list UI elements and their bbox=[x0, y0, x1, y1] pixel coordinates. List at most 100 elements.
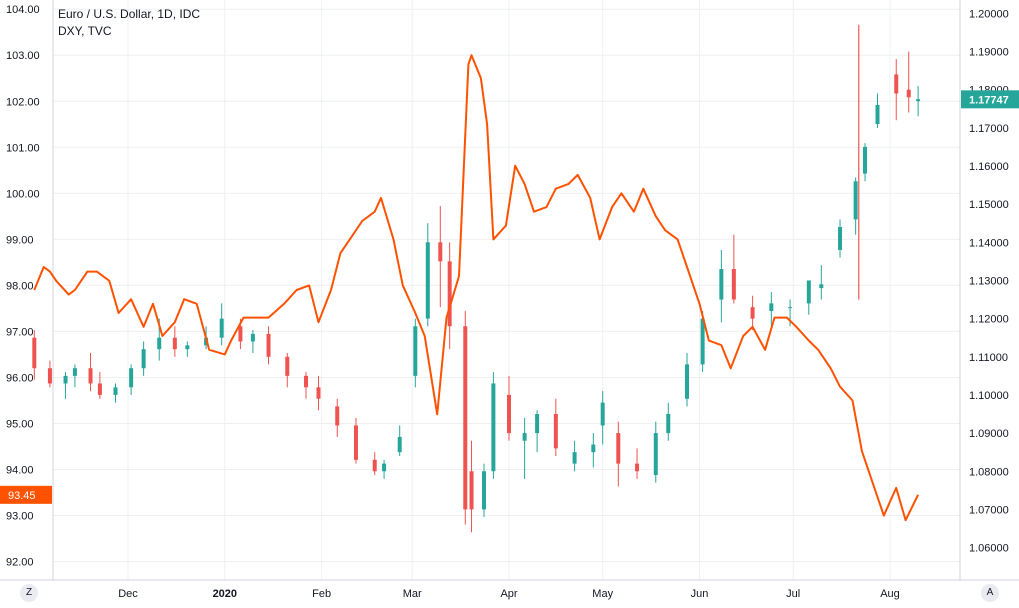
right-axis-tick-label: 1.08000 bbox=[969, 466, 1009, 478]
left-price-axis[interactable]: 104.00 103.00 102.00 101.00 100.00 99.00 98.00… bbox=[6, 4, 40, 568]
candle-body bbox=[438, 242, 443, 262]
candle-body bbox=[382, 463, 387, 472]
candle-body bbox=[113, 387, 118, 395]
candle-body bbox=[266, 333, 271, 357]
candle-body bbox=[47, 368, 52, 384]
right-axis-tick-label: 1.07000 bbox=[969, 504, 1009, 516]
candle-body bbox=[906, 89, 911, 98]
left-axis-tick-label: 102.00 bbox=[6, 96, 40, 108]
candle-body bbox=[397, 436, 402, 453]
candle-body bbox=[522, 433, 527, 441]
left-axis-tick-label: 97.00 bbox=[6, 326, 34, 338]
candle-body bbox=[285, 356, 290, 376]
candle-body bbox=[141, 349, 146, 369]
candle-body bbox=[894, 74, 899, 94]
time-axis-tick-label: Jun bbox=[691, 588, 709, 600]
left-axis-tick-label: 100.00 bbox=[6, 188, 40, 200]
left-axis-tick-label: 104.00 bbox=[6, 4, 40, 16]
right-axis-tick-label: 1.20000 bbox=[969, 8, 1009, 20]
time-axis-tick-label: Aug bbox=[880, 588, 900, 600]
candle-body bbox=[129, 368, 134, 388]
candle-body bbox=[788, 307, 793, 309]
legend-subtitle: DXY, TVC bbox=[58, 24, 112, 38]
right-axis-tick-label: 1.13000 bbox=[969, 275, 1009, 287]
dxy-line-series bbox=[33, 54, 919, 522]
right-axis-tick-label: 1.09000 bbox=[969, 428, 1009, 440]
left-axis-tick-label: 103.00 bbox=[6, 50, 40, 62]
candle-body bbox=[819, 284, 824, 289]
right-axis-tick-label: 1.19000 bbox=[969, 47, 1009, 59]
dxy-last-value-text: 93.45 bbox=[8, 490, 36, 502]
candle-body bbox=[353, 425, 358, 460]
candle-body bbox=[916, 99, 921, 102]
candle-body bbox=[853, 181, 858, 220]
candle-body bbox=[719, 269, 724, 300]
candle-body bbox=[250, 333, 255, 342]
candle-body bbox=[316, 387, 321, 399]
candle-body bbox=[491, 383, 496, 472]
time-axis-tick-label: Feb bbox=[312, 588, 331, 600]
candle-body bbox=[97, 383, 102, 395]
candle-body bbox=[335, 406, 340, 426]
right-price-axis[interactable]: 1.200001.190001.180001.170001.160001.150… bbox=[969, 8, 1009, 554]
candle-body bbox=[425, 242, 430, 319]
time-axis-tick-label: 2020 bbox=[213, 588, 237, 600]
left-axis-tick-label: 94.00 bbox=[6, 465, 34, 477]
right-axis-tick-label: 1.16000 bbox=[969, 161, 1009, 173]
left-axis-tick-label: 96.00 bbox=[6, 372, 34, 384]
candle-body bbox=[469, 471, 474, 510]
left-axis-tick-label: 98.00 bbox=[6, 280, 34, 292]
candle-body bbox=[304, 375, 309, 388]
candle-body bbox=[72, 368, 77, 376]
candle-body bbox=[635, 463, 640, 472]
candle-body bbox=[875, 104, 880, 125]
eurusd-candlestick-series bbox=[32, 51, 921, 533]
candle-body bbox=[219, 318, 224, 338]
candle-body bbox=[172, 337, 177, 350]
candle-body bbox=[482, 471, 487, 510]
dxy-line bbox=[33, 54, 919, 522]
right-axis-tick-label: 1.15000 bbox=[969, 199, 1009, 211]
candle-body bbox=[700, 318, 705, 365]
time-axis-tick-label: Mar bbox=[403, 588, 422, 600]
candle-body bbox=[838, 227, 843, 250]
candle-body bbox=[750, 307, 755, 319]
scale-z-button[interactable]: Z bbox=[20, 584, 38, 602]
candle-body bbox=[591, 444, 596, 453]
right-axis-tick-label: 1.12000 bbox=[969, 314, 1009, 326]
time-axis-tick-label: Jul bbox=[786, 588, 800, 600]
candle-body bbox=[507, 394, 511, 434]
grid-lines bbox=[0, 0, 1019, 581]
candle-body bbox=[372, 459, 377, 472]
candle-body bbox=[863, 146, 868, 174]
candle-body bbox=[685, 364, 690, 399]
eurusd-last-value-badge bbox=[961, 90, 1019, 109]
candle-body bbox=[806, 280, 811, 304]
right-axis-tick-label: 1.06000 bbox=[969, 543, 1009, 555]
eurusd-last-value-text: 1.17747 bbox=[969, 94, 1009, 106]
left-axis-tick-label: 95.00 bbox=[6, 418, 34, 430]
candle-body bbox=[88, 368, 93, 384]
time-axis[interactable]: Dec 2020 Feb Mar Apr May Jun Jul Aug bbox=[118, 588, 900, 600]
candle-body bbox=[616, 433, 621, 464]
candle-body bbox=[185, 345, 190, 350]
candle-body bbox=[238, 326, 243, 342]
candle-body bbox=[769, 303, 774, 311]
left-axis-tick-label: 92.00 bbox=[6, 557, 34, 569]
candle-body bbox=[63, 375, 68, 384]
right-axis-tick-label: 1.11000 bbox=[969, 352, 1008, 364]
time-axis-tick-label: Apr bbox=[500, 588, 517, 600]
scale-auto-button[interactable]: A bbox=[981, 584, 999, 602]
time-axis-tick-label: Dec bbox=[118, 588, 138, 600]
candle-body bbox=[157, 337, 162, 350]
candle-body bbox=[32, 337, 37, 369]
candle-body bbox=[731, 269, 736, 300]
candle-body bbox=[553, 414, 558, 449]
right-axis-tick-label: 1.17000 bbox=[969, 123, 1009, 135]
left-axis-tick-label: 99.00 bbox=[6, 234, 34, 246]
candle-body bbox=[447, 261, 452, 327]
chart-legend: Euro / U.S. Dollar, 1D, IDC DXY, TVC bbox=[58, 6, 200, 40]
right-axis-tick-label: 1.10000 bbox=[969, 390, 1009, 402]
left-axis-tick-label: 101.00 bbox=[6, 142, 40, 154]
